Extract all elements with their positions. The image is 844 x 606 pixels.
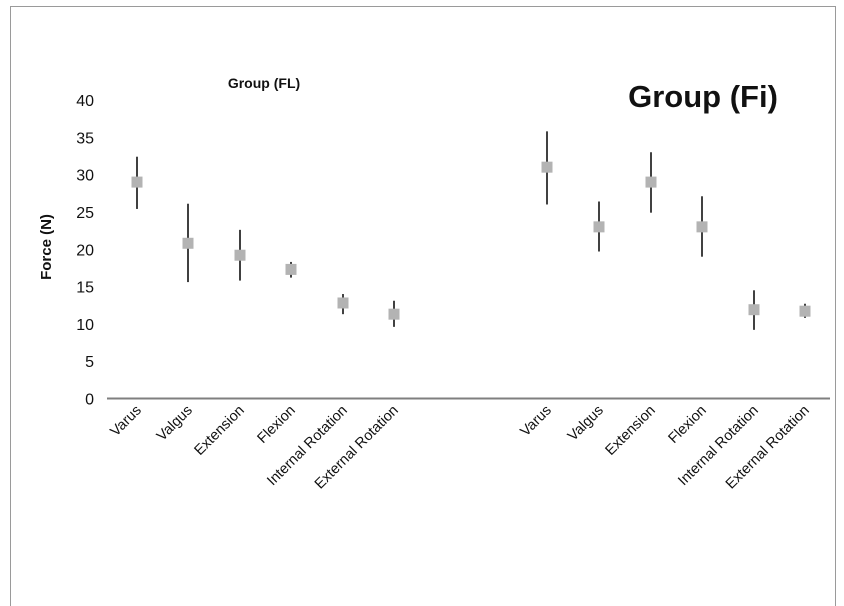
- y-tick-label: 15: [76, 280, 94, 297]
- x-tick-label: Valgus: [154, 403, 196, 445]
- x-tick-label: Varus: [517, 403, 554, 440]
- mean-marker: [645, 176, 657, 188]
- data-marks: [131, 131, 811, 330]
- mean-marker: [593, 221, 605, 233]
- mean-marker: [337, 297, 349, 309]
- error-bar-chart: Force (N) Group (FL) Group (Fi) 0 5 10 15 20…: [38, 75, 830, 493]
- y-tick-label: 20: [76, 242, 94, 259]
- mean-marker: [234, 249, 246, 261]
- y-axis-ticks: 0 5 10 15 20 25 30 35 40: [76, 93, 94, 409]
- x-tick-label: Varus: [107, 403, 144, 440]
- mean-marker: [182, 237, 194, 249]
- x-tick-label: Extension: [191, 403, 247, 459]
- mean-marker: [541, 161, 553, 173]
- y-axis-label: Force (N): [38, 214, 55, 280]
- x-tick-label: Extension: [602, 403, 658, 459]
- x-tick-label: Flexion: [254, 403, 298, 447]
- y-tick-label: 35: [76, 130, 94, 147]
- mean-marker: [799, 305, 811, 317]
- y-tick-label: 0: [85, 392, 94, 409]
- mean-marker: [131, 176, 143, 188]
- group-title-fi: Group (Fi): [628, 79, 778, 114]
- mean-marker: [388, 308, 400, 320]
- y-tick-label: 40: [76, 93, 94, 110]
- mean-marker: [696, 221, 708, 233]
- y-tick-label: 10: [76, 317, 94, 334]
- y-tick-label: 30: [76, 168, 94, 185]
- group-title-fl: Group (FL): [228, 75, 300, 91]
- y-tick-label: 5: [85, 354, 94, 371]
- mean-marker: [285, 263, 297, 275]
- x-tick-label: Flexion: [665, 403, 709, 447]
- chart-frame: [10, 6, 836, 606]
- mean-marker: [748, 304, 760, 316]
- x-tick-label: Valgus: [565, 403, 607, 445]
- y-tick-label: 25: [76, 205, 94, 222]
